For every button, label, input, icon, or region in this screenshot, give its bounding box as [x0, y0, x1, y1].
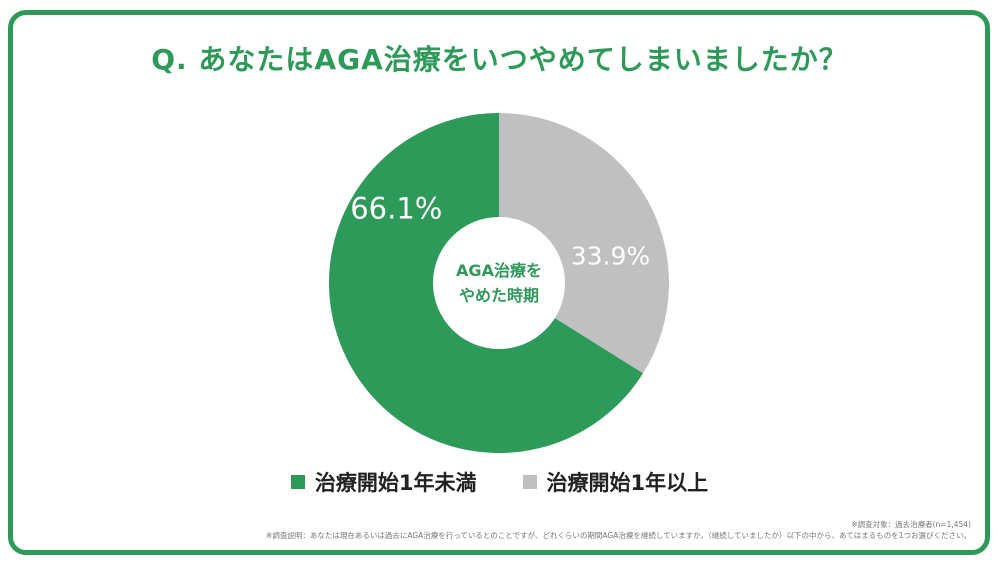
center-label-line-1: AGA治療を [456, 261, 542, 280]
footnote-target: ※調査対象：過去治療者(n=1,454) [851, 520, 971, 529]
legend-label-less-than-1-year: 治療開始1年未満 [314, 471, 477, 495]
legend-swatch-green [290, 475, 305, 489]
footnotes: ※調査対象：過去治療者(n=1,454) ※調査説明：あなたは現在あるいは過去に… [266, 519, 971, 541]
center-label-line-2: やめた時期 [459, 286, 539, 305]
slice-percent-label-less-than-1-year: 66.1% [350, 191, 442, 225]
legend: 治療開始1年未満 治療開始1年以上 [0, 467, 999, 497]
footnote-method: ※調査説明：あなたは現在あるいは過去にAGA治療を行っているとのことですが、どれ… [266, 531, 971, 540]
pie-center-hole [433, 217, 565, 349]
legend-label-1-year-or-more: 治療開始1年以上 [546, 471, 709, 495]
chart-title: Q. あなたはAGA治療をいつやめてしまいましたか？ [151, 43, 848, 76]
slice-percent-label-1-year-or-more: 33.9% [571, 242, 650, 271]
legend-item-less-than-1-year: 治療開始1年未満 [290, 467, 477, 497]
legend-swatch-gray [522, 475, 537, 489]
legend-item-1-year-or-more: 治療開始1年以上 [522, 467, 709, 497]
